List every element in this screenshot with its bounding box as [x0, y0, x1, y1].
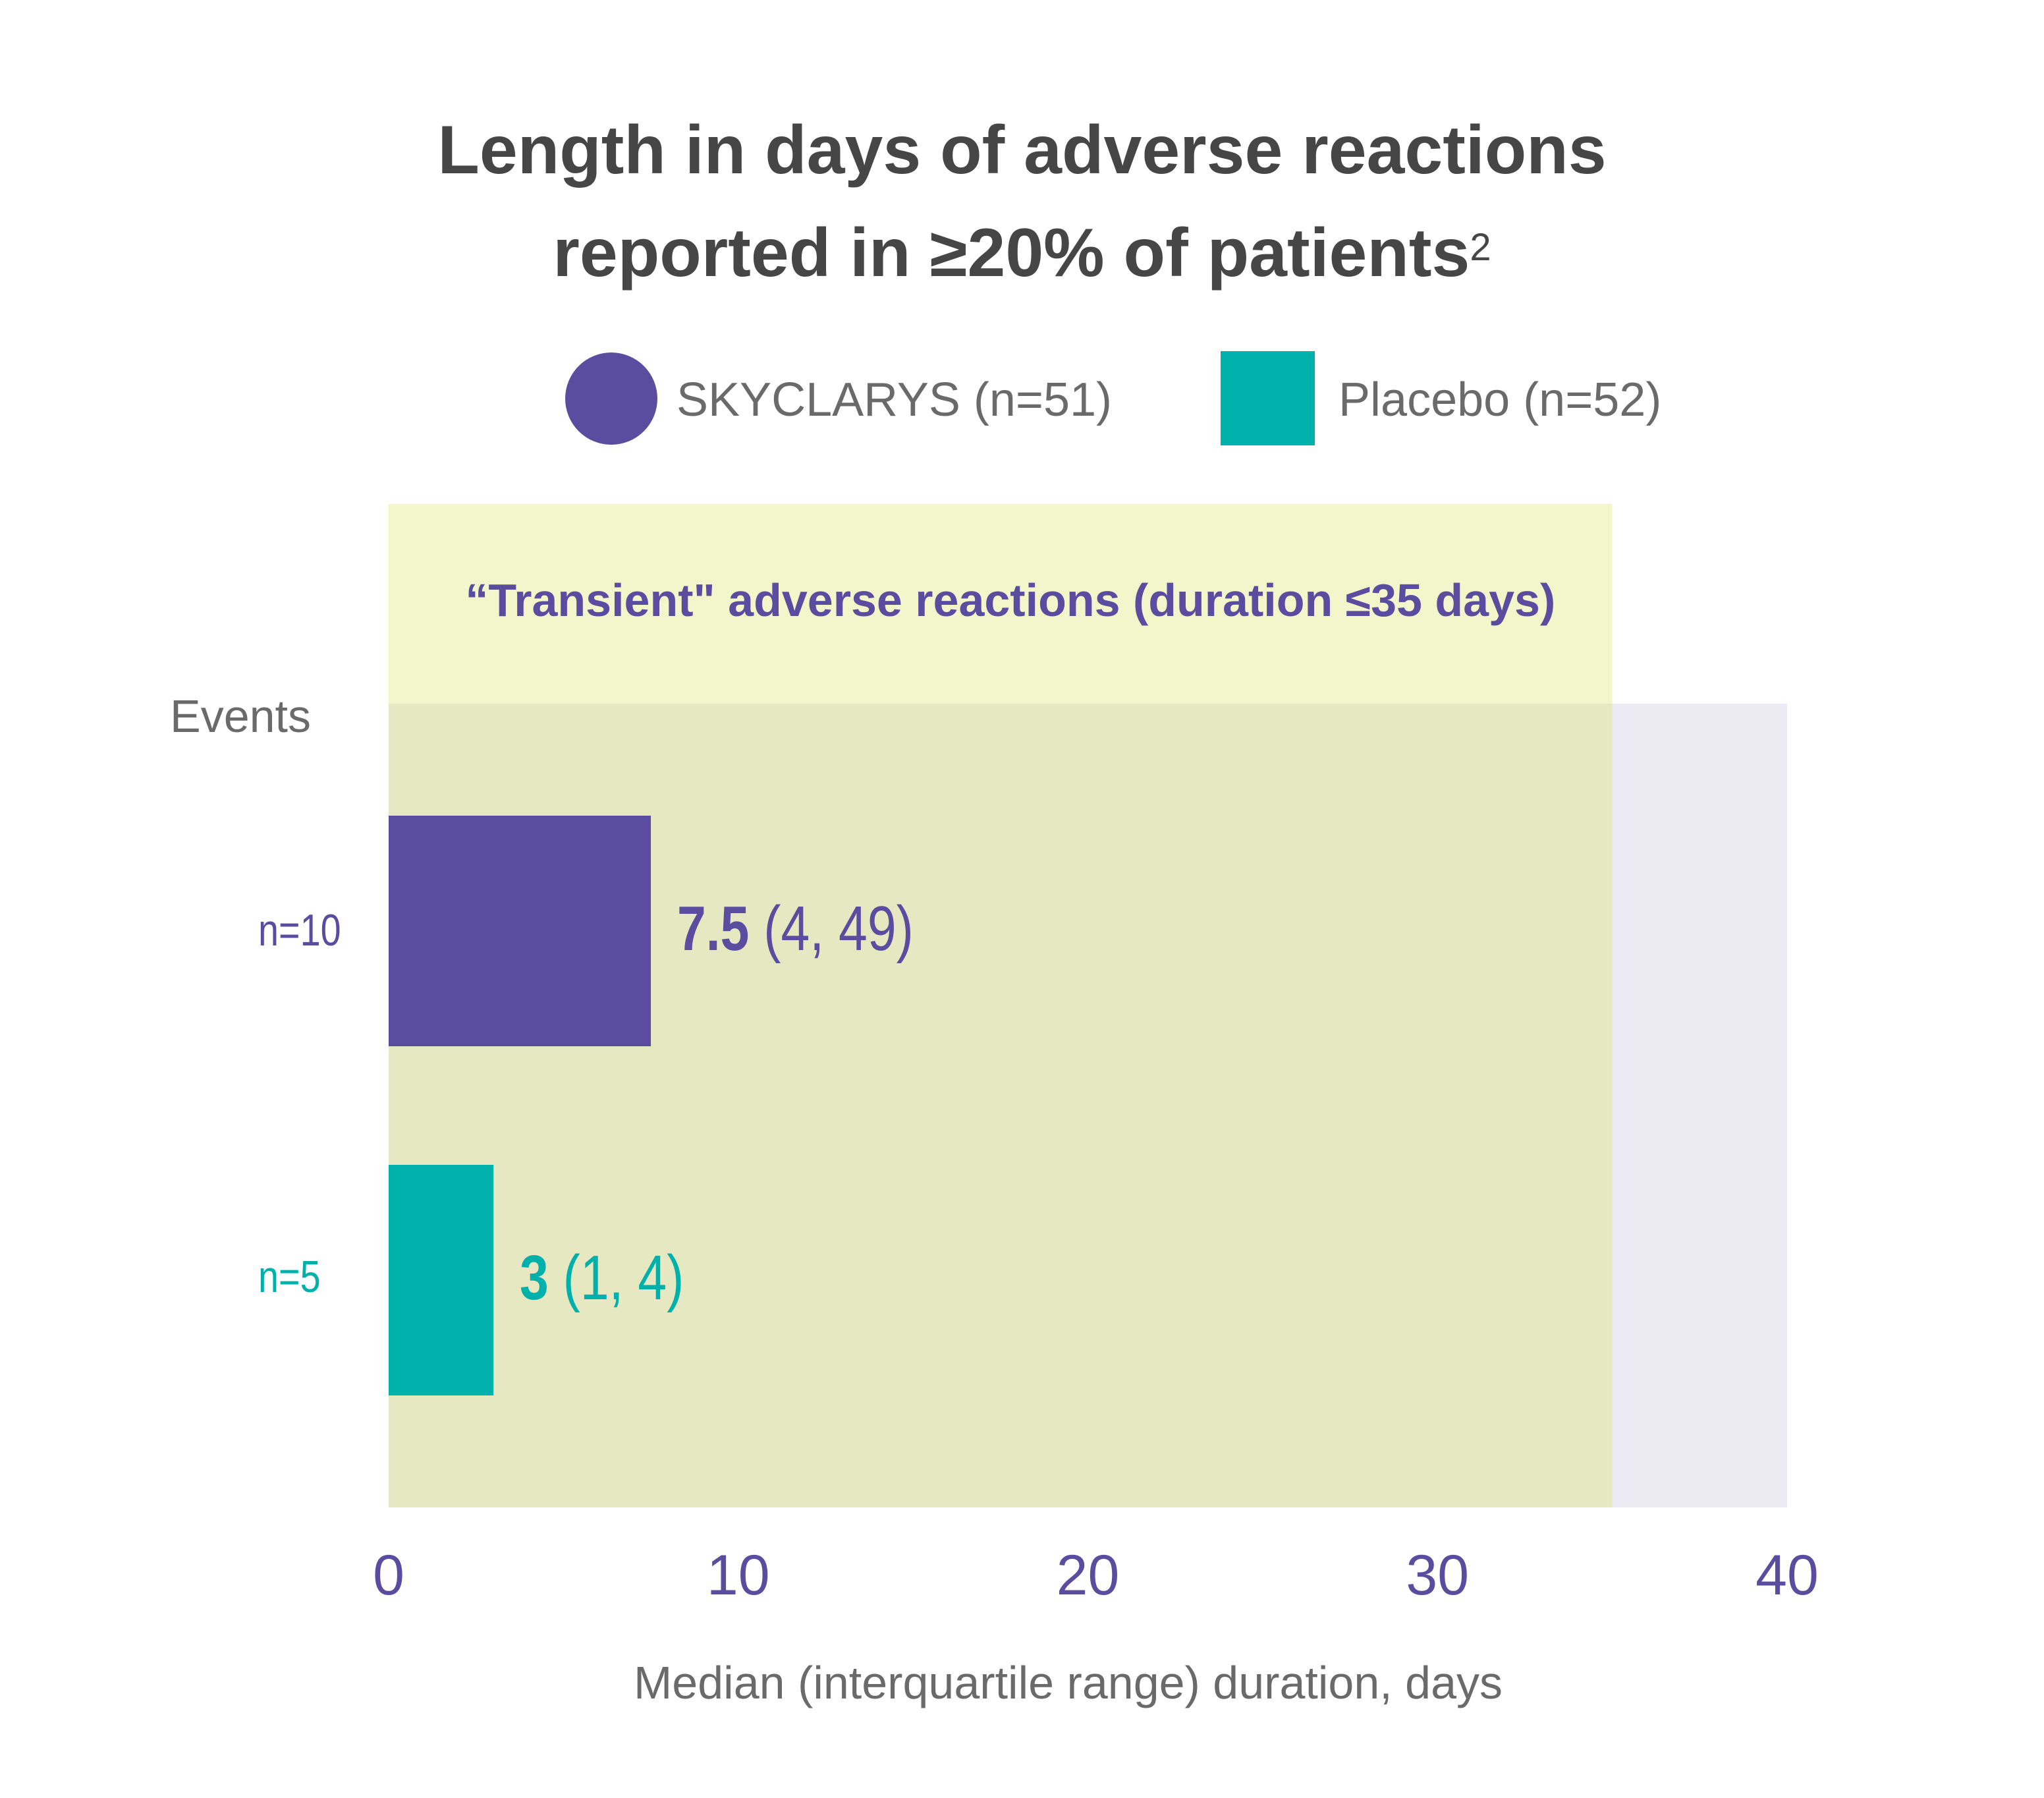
- legend-label-skyclarys: SKYCLARYS (n=51): [677, 374, 1113, 426]
- chart-title-line-2-text: reported in ≥20% of patients: [553, 215, 1470, 291]
- iqr-value: (1, 4): [563, 1243, 684, 1313]
- x-tick-label: 40: [1755, 1544, 1819, 1607]
- x-axis-title: Median (interquartile range) duration, d…: [633, 1657, 1503, 1708]
- median-value: 3: [520, 1243, 549, 1313]
- data-label-placebo: 3 (1, 4): [520, 1242, 684, 1314]
- footnote-reference: 2: [1470, 226, 1491, 269]
- iqr-value: (4, 49): [763, 893, 914, 964]
- legend-swatch-skyclarys: [565, 352, 657, 445]
- transient-annotation: “Transient" adverse reactions (duration …: [465, 575, 1555, 626]
- median-value: 7.5: [677, 893, 750, 964]
- legend-swatch-placebo: [1221, 351, 1315, 445]
- data-label-skyclarys: 7.5 (4, 49): [677, 893, 914, 965]
- category-label-placebo: n=5: [258, 1252, 321, 1302]
- x-axis-ticks: 0 10 20 30 40: [373, 1544, 1819, 1607]
- bar-skyclarys: [389, 816, 651, 1046]
- chart-title-line-1: Length in days of adverse reactions: [437, 112, 1607, 188]
- chart-title-line-2: reported in ≥20% of patients2: [0, 202, 2044, 304]
- category-label-skyclarys: n=10: [258, 905, 341, 955]
- chart-title: Length in days of adverse reactions repo…: [0, 99, 2044, 304]
- bar-placebo: [389, 1165, 494, 1395]
- x-tick-label: 0: [373, 1544, 404, 1607]
- transient-band-header: [389, 504, 1613, 704]
- x-tick-label: 30: [1406, 1544, 1469, 1607]
- legend-label-placebo: Placebo (n=52): [1339, 374, 1662, 426]
- x-tick-label: 20: [1057, 1544, 1120, 1607]
- bars-group: [389, 816, 651, 1395]
- y-axis-title: Events: [170, 690, 311, 742]
- x-tick-label: 10: [707, 1544, 770, 1607]
